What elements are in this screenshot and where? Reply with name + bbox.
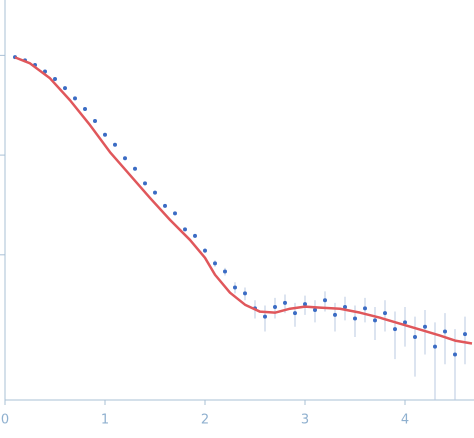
data-point bbox=[293, 311, 297, 316]
data-point bbox=[63, 86, 67, 91]
x-tick-label: 3 bbox=[301, 413, 309, 428]
data-point bbox=[463, 332, 467, 337]
data-point bbox=[193, 233, 197, 238]
data-point bbox=[183, 227, 187, 232]
data-point bbox=[143, 181, 147, 186]
data-point bbox=[153, 190, 157, 195]
data-point bbox=[363, 306, 367, 311]
data-point bbox=[283, 300, 287, 305]
x-tick-label: 1 bbox=[101, 413, 109, 428]
data-point bbox=[343, 304, 347, 309]
data-point bbox=[163, 203, 167, 208]
x-tick-label: 4 bbox=[401, 413, 409, 428]
plot-area bbox=[13, 55, 473, 400]
data-point bbox=[353, 316, 357, 321]
x-tick-label: 0 bbox=[1, 413, 9, 428]
data-point bbox=[393, 327, 397, 332]
data-point bbox=[243, 291, 247, 296]
data-point bbox=[233, 285, 237, 290]
data-point bbox=[133, 166, 137, 171]
fit-line bbox=[14, 56, 473, 345]
data-point bbox=[83, 106, 87, 111]
data-point bbox=[403, 320, 407, 325]
data-point bbox=[173, 211, 177, 216]
data-point bbox=[373, 318, 377, 323]
data-point bbox=[113, 142, 117, 147]
data-point bbox=[383, 311, 387, 316]
data-point bbox=[123, 156, 127, 161]
data-point bbox=[53, 76, 57, 81]
data-point bbox=[213, 261, 217, 266]
data-point bbox=[223, 269, 227, 274]
data-point bbox=[433, 344, 437, 349]
data-point bbox=[93, 118, 97, 123]
data-point bbox=[313, 307, 317, 312]
data-point bbox=[103, 132, 107, 137]
data-point bbox=[453, 352, 457, 357]
data-point bbox=[443, 329, 447, 334]
data-point bbox=[73, 96, 77, 101]
data-point bbox=[203, 248, 207, 253]
data-point bbox=[273, 304, 277, 309]
data-point bbox=[303, 302, 307, 307]
data-point bbox=[333, 312, 337, 317]
data-point bbox=[423, 324, 427, 329]
data-point bbox=[263, 314, 267, 319]
data-point bbox=[413, 334, 417, 339]
x-tick-label: 2 bbox=[201, 413, 209, 428]
data-point bbox=[323, 298, 327, 303]
